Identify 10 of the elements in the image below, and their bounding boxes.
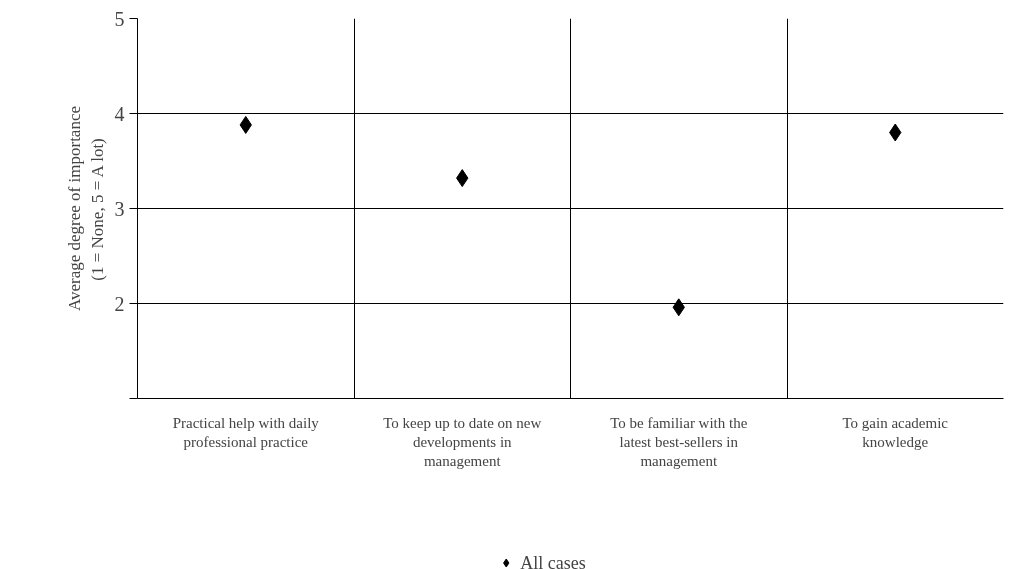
- y-axis-title: Average degree of importance (1 = None, 5 = A lot): [64, 105, 107, 311]
- x-tick-label: Practical help with daily professional practice: [172, 414, 320, 450]
- y-tick-label: 3: [114, 197, 125, 220]
- y-tick-label: 5: [114, 7, 125, 30]
- legend-label: All cases: [520, 552, 586, 569]
- x-tick-label: To be familiar with the latest best-sellers in management: [610, 414, 748, 469]
- x-tick-label: To keep up to date on new developments in management: [383, 414, 542, 469]
- x-tick-label: To gain academic knowledge: [842, 414, 949, 450]
- y-tick-label: 4: [114, 102, 125, 125]
- y-tick-label: 2: [114, 292, 125, 315]
